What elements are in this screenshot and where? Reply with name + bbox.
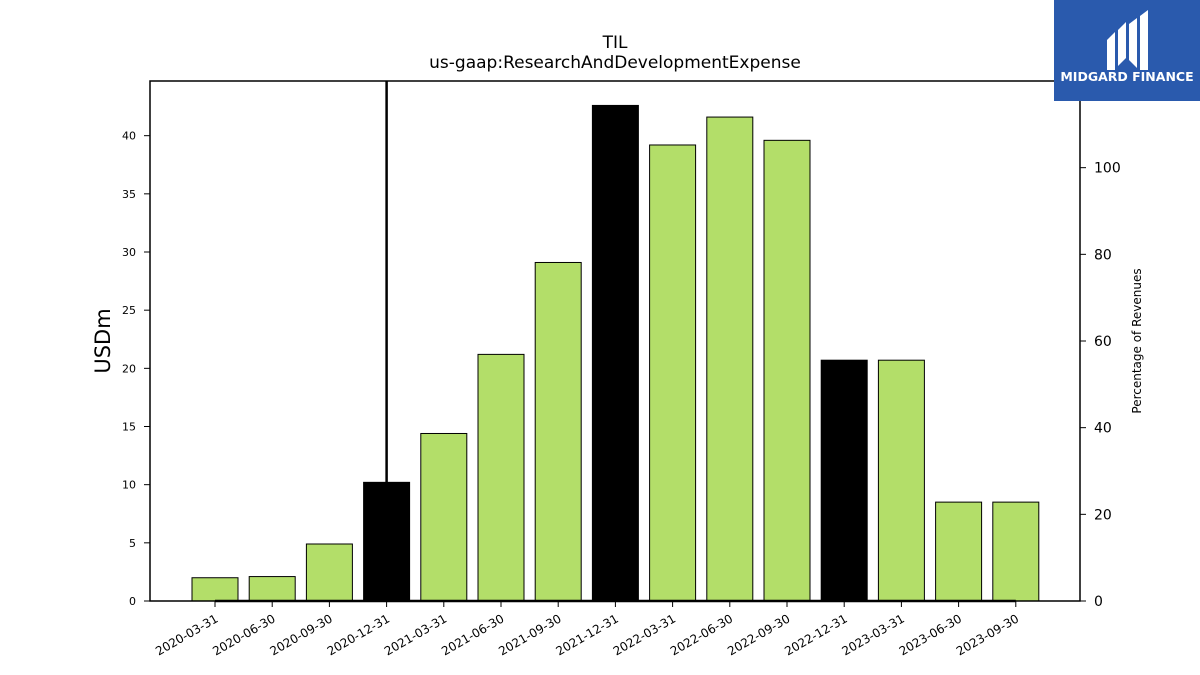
y-tick-label: 15 (122, 421, 136, 434)
x-tick-label: 2020-03-31 (153, 611, 220, 658)
bar-2020-09-30 (305, 543, 353, 602)
bar-2021-06-30 (477, 353, 525, 602)
y-tick-label: 20 (122, 362, 136, 375)
logo-text: MIDGARD FINANCE (1060, 69, 1193, 84)
y-tick-label: 5 (129, 537, 136, 550)
bar-2021-03-31 (420, 432, 468, 602)
y-axis-right: 0 20 40 60 80 100 (1080, 161, 1121, 610)
bar-2020-06-30 (248, 576, 296, 602)
bar-2022-06-30 (706, 116, 754, 602)
x-tick-label: 2023-06-30 (897, 611, 964, 658)
x-tick-label: 2022-12-31 (782, 611, 849, 658)
bar-2022-03-31 (649, 144, 697, 602)
x-tick-label: 2021-09-30 (496, 611, 563, 658)
bar-2023-09-30 (992, 501, 1040, 602)
y-tick-label: 30 (122, 246, 136, 259)
bar-2020-03-31 (191, 577, 239, 602)
x-tick-label: 2020-09-30 (267, 611, 334, 658)
x-tick-label: 2021-06-30 (439, 611, 506, 658)
bar-2021-09-30 (534, 261, 582, 602)
x-tick-label: 2022-03-31 (611, 611, 678, 658)
x-tick-label: 2023-03-31 (839, 611, 906, 658)
x-tick-label: 2022-06-30 (668, 611, 735, 658)
x-tick-label: 2020-06-30 (210, 611, 277, 658)
bar-2023-06-30 (935, 501, 983, 602)
y-axis-right-label: Percentage of Revenues (1130, 268, 1144, 413)
y-tick-label: 0 (129, 595, 136, 608)
y-right-tick-label: 40 (1094, 421, 1112, 437)
y-right-tick-label: 0 (1094, 594, 1103, 610)
y-tick-label: 35 (122, 188, 136, 201)
y-tick-label: 25 (122, 304, 136, 317)
bar-2022-12-31 (820, 359, 868, 602)
y-tick-label: 40 (122, 130, 136, 143)
x-tick-label: 2021-03-31 (382, 611, 449, 658)
x-tick-label: 2020-12-31 (325, 611, 392, 658)
bars-group (191, 104, 1040, 602)
y-tick-label: 10 (122, 479, 136, 492)
y-right-tick-label: 100 (1094, 161, 1121, 177)
chart-subtitle: us-gaap:ResearchAndDevelopmentExpense (429, 53, 801, 73)
logo-background (1054, 0, 1200, 101)
logo: MIDGARD FINANCE (1054, 0, 1200, 101)
y-axis-left: 0 5 10 15 20 25 30 35 40 (122, 130, 150, 608)
chart-title: TIL (602, 33, 628, 53)
y-right-tick-label: 60 (1094, 334, 1112, 350)
x-tick-label: 2023-09-30 (954, 611, 1021, 658)
logo-mark-icon (1107, 10, 1148, 70)
y-axis-label: USDm (91, 308, 115, 373)
bar-2023-03-31 (877, 359, 925, 602)
y-right-tick-label: 80 (1094, 247, 1112, 263)
y-right-tick-label: 20 (1094, 507, 1112, 523)
x-tick-label: 2021-12-31 (553, 611, 620, 658)
bar-2021-12-31 (591, 104, 639, 602)
x-tick-label: 2022-09-30 (725, 611, 792, 658)
bar-2022-09-30 (763, 139, 811, 602)
x-axis: 2020-03-312020-06-302020-09-302020-12-31… (153, 601, 1021, 658)
